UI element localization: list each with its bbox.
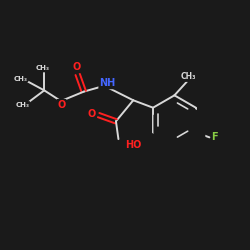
Text: NH: NH bbox=[99, 78, 116, 88]
Text: O: O bbox=[72, 62, 80, 72]
Text: CH₃: CH₃ bbox=[180, 72, 196, 81]
Polygon shape bbox=[164, 112, 195, 148]
Text: F: F bbox=[212, 132, 218, 142]
Polygon shape bbox=[157, 104, 202, 156]
Text: HO: HO bbox=[125, 140, 142, 149]
Text: CH₃: CH₃ bbox=[16, 102, 30, 108]
Text: CH₃: CH₃ bbox=[36, 65, 50, 71]
Text: O: O bbox=[58, 100, 66, 110]
Text: CH₃: CH₃ bbox=[14, 76, 28, 82]
Text: O: O bbox=[88, 109, 96, 119]
